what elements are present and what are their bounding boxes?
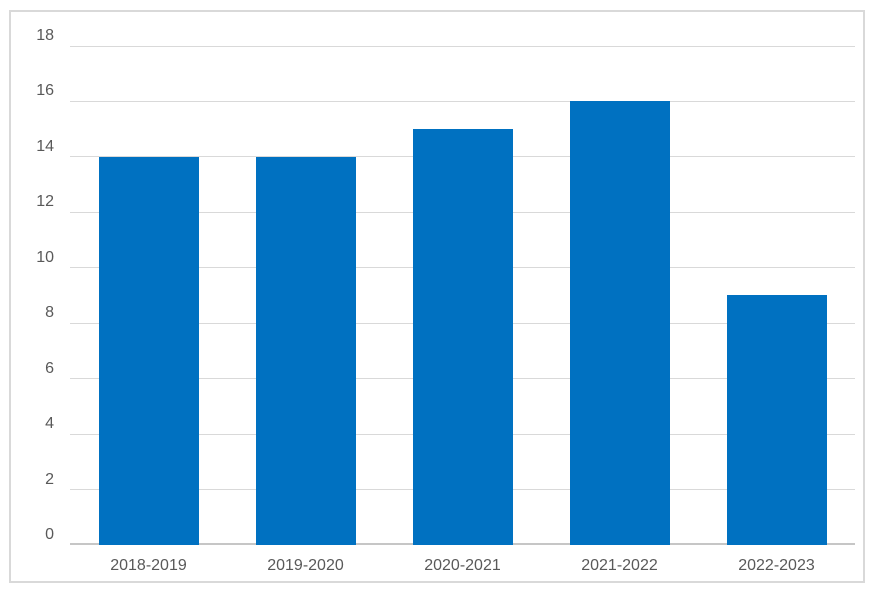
y-axis-tick-label: 18	[36, 27, 54, 44]
y-axis-tick-label: 2	[45, 471, 54, 488]
bar-2020-2021[interactable]	[413, 129, 513, 545]
y-axis-tick-label: 10	[36, 249, 54, 266]
chart-frame: 0 2 4 6 8 10 12 14 16 18 2018-2019 2019-2020 2020-20…	[9, 10, 865, 583]
bar-2018-2019[interactable]	[99, 157, 199, 545]
gridline	[70, 45, 855, 47]
y-axis-tick-label: 6	[45, 360, 54, 377]
bar-2019-2020[interactable]	[256, 157, 356, 545]
x-axis-category-label: 2021-2022	[581, 557, 658, 574]
y-axis-tick-label: 4	[45, 415, 54, 432]
y-axis-tick-label: 8	[45, 304, 54, 321]
bar-2021-2022[interactable]	[570, 101, 670, 545]
y-axis-tick-label: 16	[36, 82, 54, 99]
gridline	[70, 100, 855, 102]
x-axis-category-label: 2020-2021	[424, 557, 501, 574]
bar-2022-2023[interactable]	[727, 295, 827, 545]
y-axis-tick-label: 14	[36, 138, 54, 155]
x-axis-category-label: 2019-2020	[267, 557, 344, 574]
plot-area	[70, 45, 855, 545]
y-axis-tick-label: 0	[45, 526, 54, 543]
x-axis-category-label: 2018-2019	[110, 557, 187, 574]
x-axis-category-label: 2022-2023	[738, 557, 815, 574]
y-axis-tick-label: 12	[36, 193, 54, 210]
